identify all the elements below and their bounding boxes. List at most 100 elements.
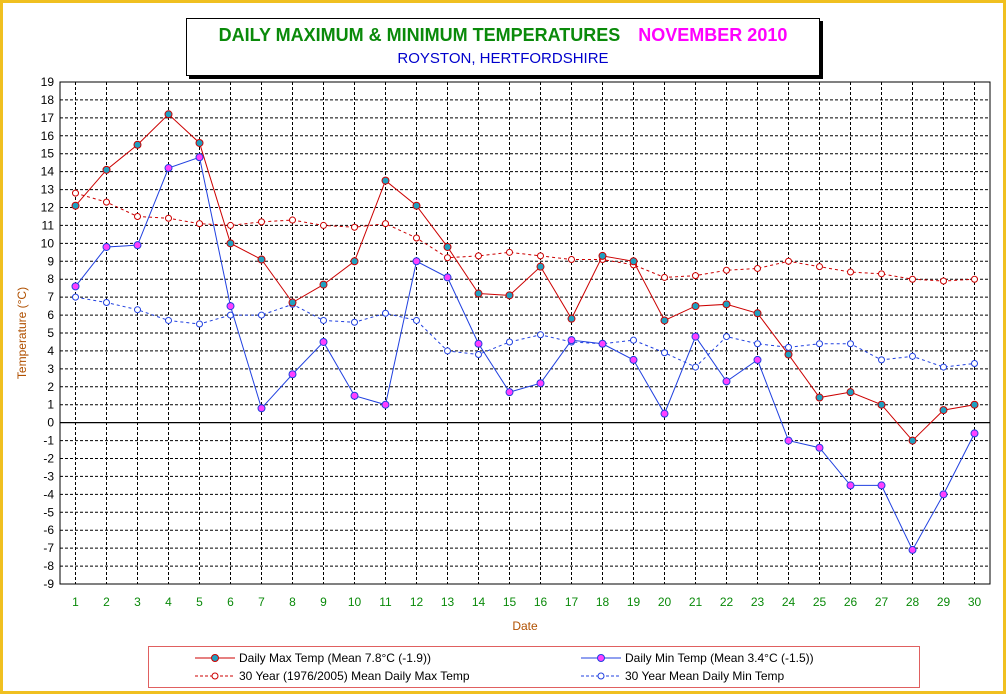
point-max [195, 138, 204, 147]
y-tick-label: 0 [47, 416, 54, 430]
y-tick-label: 6 [47, 308, 54, 322]
x-tick-label: 4 [165, 595, 172, 609]
x-axis-title: Date [512, 619, 538, 633]
y-tick-label: 12 [41, 201, 55, 215]
x-tick-label: 21 [689, 595, 703, 609]
x-tick-label: 25 [813, 595, 827, 609]
x-tick-label: 11 [379, 595, 392, 609]
point-max [784, 350, 793, 359]
point-avg-max [258, 218, 265, 226]
x-tick-label: 1 [72, 595, 79, 609]
y-tick-label: 18 [41, 93, 55, 107]
point-min [722, 377, 731, 386]
y-tick-label: 1 [47, 398, 54, 412]
point-avg-min [475, 351, 482, 359]
point-avg-min [103, 299, 110, 307]
x-tick-label: 14 [472, 595, 486, 609]
x-tick-label: 29 [937, 595, 951, 609]
x-tick-label: 15 [503, 595, 517, 609]
point-avg-min [878, 356, 885, 364]
point-min [939, 490, 948, 499]
y-axis-title: Temperature (°C) [15, 287, 29, 379]
legend-item-min: Daily Min Temp (Mean 3.4°C (-1.5)) [581, 649, 814, 667]
point-min [598, 339, 607, 348]
y-tick-label: 4 [47, 344, 54, 358]
point-avg-min [444, 347, 451, 355]
y-tick-label: 17 [41, 111, 55, 125]
point-min [350, 391, 359, 400]
point-min [474, 339, 483, 348]
point-max [722, 300, 731, 309]
point-max [567, 314, 576, 323]
point-min [71, 282, 80, 291]
point-min [505, 388, 514, 397]
point-min [908, 545, 917, 554]
point-max [629, 257, 638, 266]
point-min [753, 355, 762, 364]
point-avg-max [537, 252, 544, 260]
point-avg-max [413, 234, 420, 242]
point-max [536, 262, 545, 271]
point-avg-min [258, 311, 265, 319]
point-avg-max [878, 270, 885, 278]
y-tick-label: -5 [43, 505, 54, 519]
x-tick-label: 10 [348, 595, 362, 609]
point-min [815, 443, 824, 452]
title-box: DAILY MAXIMUM & MINIMUM TEMPERATURES NOVE… [186, 18, 820, 76]
point-min [257, 404, 266, 413]
y-tick-label: -4 [43, 487, 54, 501]
y-tick-label: 15 [41, 147, 55, 161]
point-max [319, 280, 328, 289]
y-tick-label: -8 [43, 559, 54, 573]
x-tick-label: 17 [565, 595, 579, 609]
point-avg-min [630, 336, 637, 344]
point-min [846, 481, 855, 490]
point-min [164, 164, 173, 173]
point-avg-max [227, 221, 234, 229]
point-avg-min [816, 340, 823, 348]
y-tick-label: -6 [43, 523, 54, 537]
point-max [877, 400, 886, 409]
legend-label-avg-min: 30 Year Mean Daily Min Temp [625, 669, 785, 683]
y-tick-label: -3 [43, 469, 54, 483]
point-avg-max [785, 257, 792, 265]
point-avg-max [971, 275, 978, 283]
point-max [815, 393, 824, 402]
point-max [102, 165, 111, 174]
point-avg-min [506, 338, 513, 346]
point-avg-max [754, 264, 761, 272]
y-tick-label: -2 [43, 452, 54, 466]
x-tick-label: 5 [196, 595, 203, 609]
point-avg-min [382, 309, 389, 317]
x-tick-label: 28 [906, 595, 920, 609]
legend-item-avg-min: 30 Year Mean Daily Min Temp [581, 667, 784, 685]
point-min [288, 370, 297, 379]
point-max [443, 242, 452, 251]
point-avg-min [754, 340, 761, 348]
point-avg-min [909, 352, 916, 360]
x-tick-label: 9 [320, 595, 327, 609]
x-tick-label: 26 [844, 595, 858, 609]
point-max [598, 251, 607, 260]
point-avg-max [444, 254, 451, 262]
point-max [288, 298, 297, 307]
point-avg-max [289, 216, 296, 224]
point-avg-max [909, 275, 916, 283]
point-avg-min [72, 293, 79, 301]
point-max [660, 316, 669, 325]
legend-label-min: Daily Min Temp (Mean 3.4°C (-1.5)) [625, 651, 814, 665]
chart-month: NOVEMBER 2010 [638, 25, 788, 45]
point-max [939, 406, 948, 415]
legend-item-max: Daily Max Temp (Mean 7.8°C (-1.9)) [195, 649, 431, 667]
point-min [102, 242, 111, 251]
point-avg-min [723, 333, 730, 341]
point-avg-min [196, 320, 203, 328]
point-min [970, 429, 979, 438]
x-tick-label: 19 [627, 595, 641, 609]
x-tick-label: 12 [410, 595, 424, 609]
y-tick-label: 10 [41, 236, 55, 250]
point-max [381, 176, 390, 185]
y-tick-label: 13 [41, 183, 55, 197]
y-tick-label: 14 [41, 165, 55, 179]
point-avg-max [506, 248, 513, 256]
